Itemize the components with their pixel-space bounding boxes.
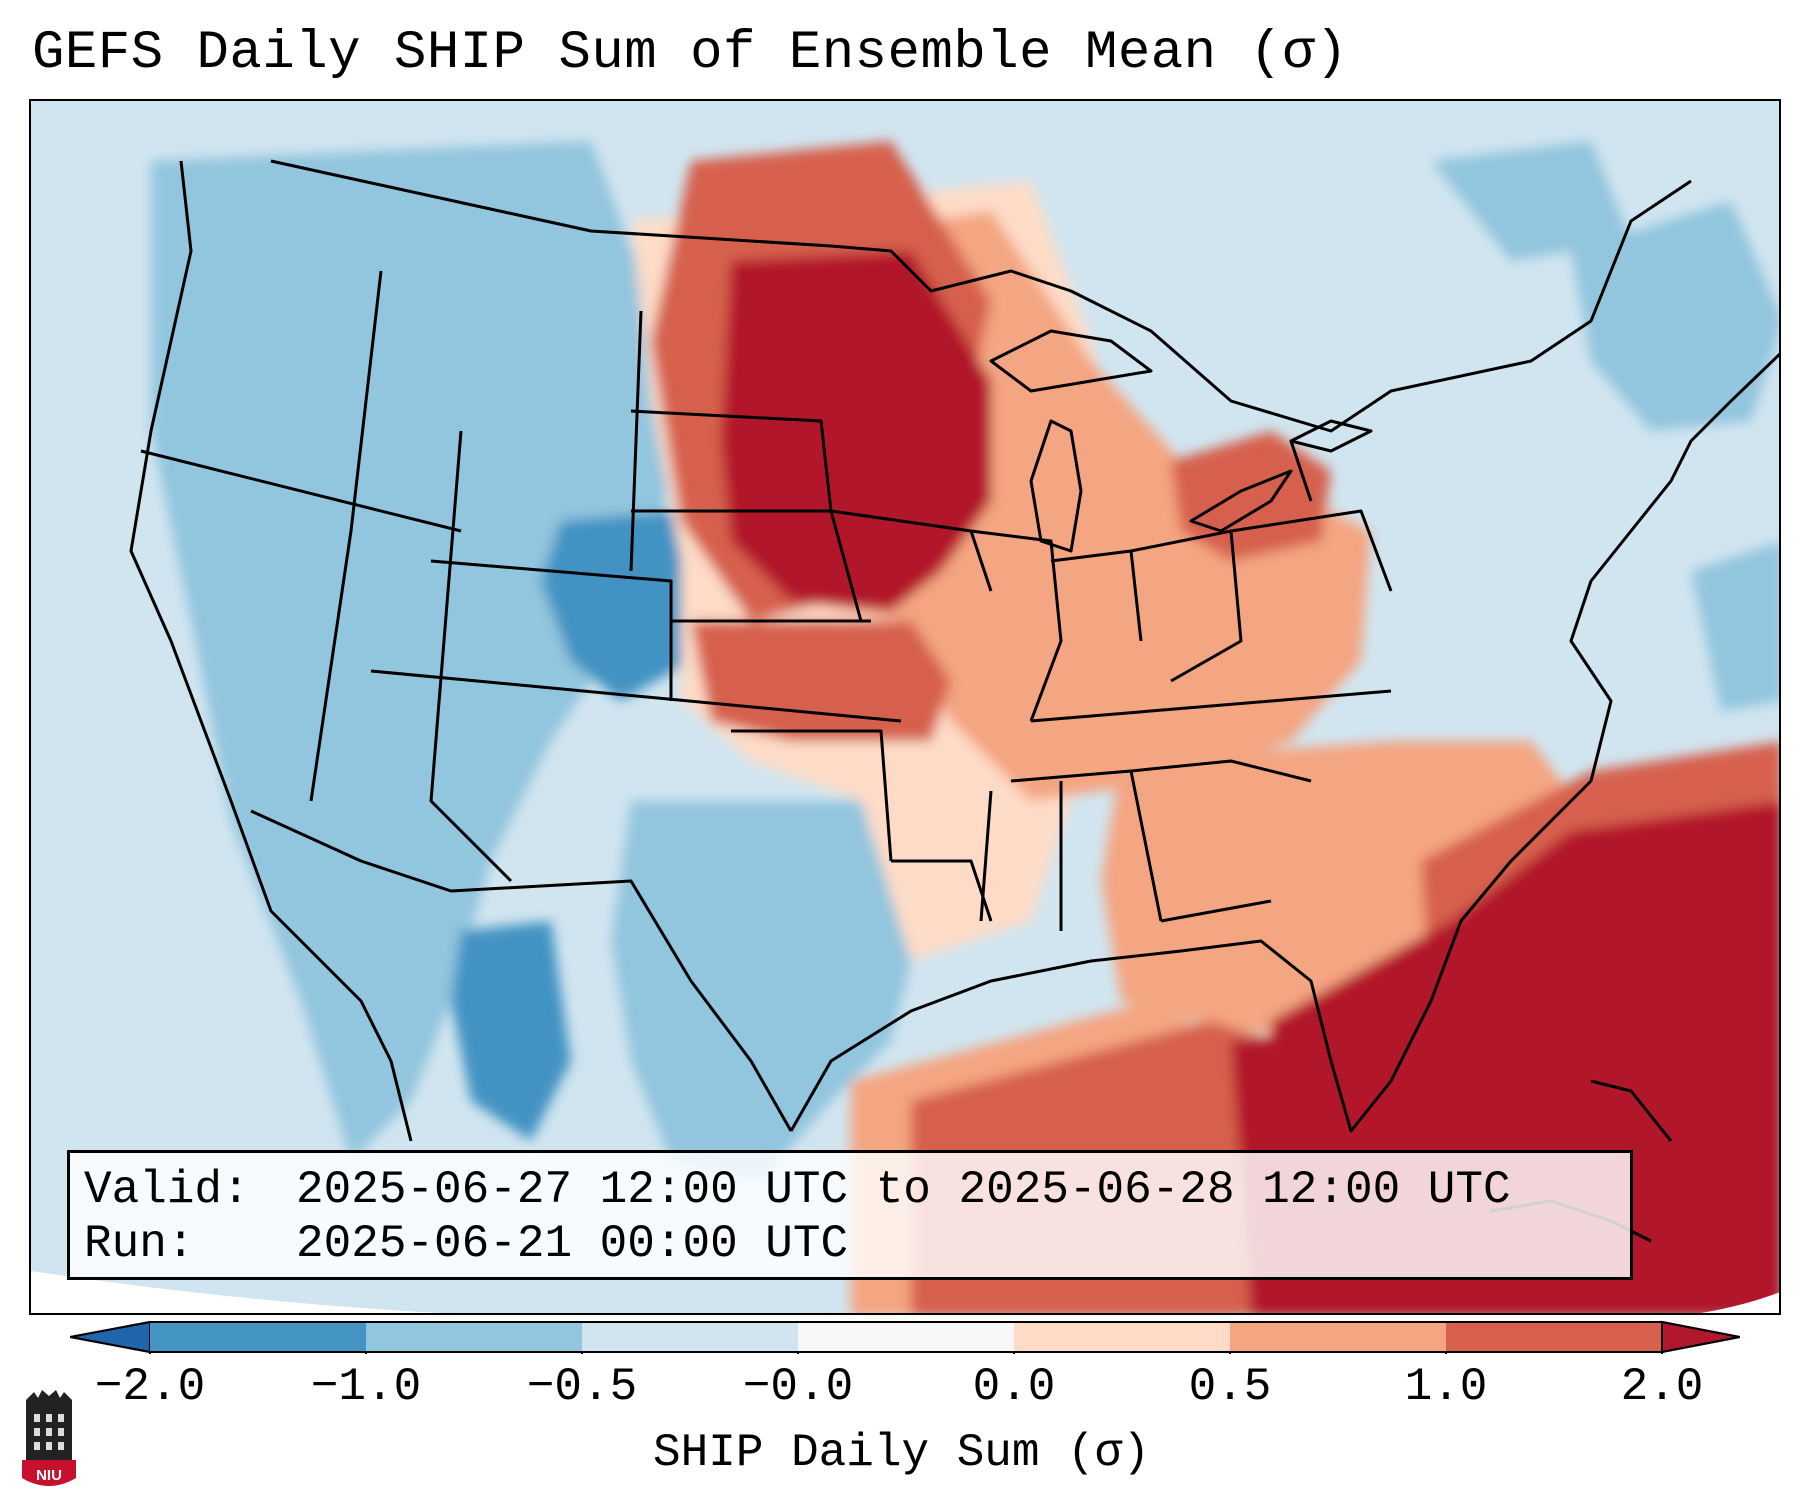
- border-us-mexico: [250, 809, 793, 1132]
- anomaly-map: [31, 101, 1779, 1313]
- chart-title: GEFS Daily SHIP Sum of Ensemble Mean (σ): [32, 23, 1349, 84]
- state-line-10: [731, 729, 893, 862]
- state-line-15: [1130, 529, 1243, 683]
- region-texas-negative: [611, 801, 921, 1181]
- region-pnw-negative: [181, 231, 391, 431]
- lake-ontario: [1289, 419, 1373, 453]
- valid-value: 2025-06-27 12:00 UTC to 2025-06-28 12:00…: [296, 1164, 1511, 1216]
- bahamas: [1590, 1079, 1673, 1142]
- state-borders: [129, 159, 1779, 1243]
- state-line-23: [1289, 440, 1313, 502]
- border-us-canada: [270, 159, 1692, 433]
- colorbar: [70, 1320, 1740, 1354]
- state-line-3: [429, 430, 513, 883]
- colorbar-below-min: [70, 1320, 151, 1354]
- colorbar-tick-label: −1.0: [310, 1361, 422, 1413]
- colorbar-tick-label: 2.0: [1620, 1361, 1704, 1413]
- colorbar-tick-label: −2.0: [94, 1361, 206, 1413]
- coastline-east: [1569, 352, 1779, 782]
- colorbar-tick-label: 0.5: [1188, 1361, 1272, 1413]
- lake-erie: [1189, 469, 1293, 533]
- valid-label: Valid:: [84, 1164, 250, 1216]
- colorbar-bin-7: [1446, 1322, 1662, 1352]
- projection-mask-right: [1701, 1292, 1779, 1313]
- colorbar-bin-3: [582, 1322, 798, 1352]
- region-northern-plains-max: [721, 251, 991, 611]
- lake-michigan: [1029, 419, 1083, 553]
- map-panel: [29, 99, 1781, 1315]
- coastline-gulf: [789, 779, 1593, 1133]
- state-line-1: [140, 449, 462, 533]
- state-line-17: [1030, 689, 1392, 723]
- region-colorado-strong-negative: [541, 511, 701, 701]
- colorbar-bin-1: [150, 1322, 366, 1352]
- lake-superior: [989, 329, 1153, 393]
- state-line-16: [1230, 509, 1393, 592]
- region-kansas-strong-positive: [691, 621, 951, 741]
- state-line-2: [309, 270, 383, 802]
- run-label: Run:: [84, 1218, 195, 1270]
- coastline-west: [129, 160, 413, 1142]
- region-mexico-strong-negative: [451, 921, 571, 1141]
- logo-text: NIU: [36, 1467, 62, 1484]
- state-line-6: [629, 310, 643, 572]
- logo-shield: [22, 1460, 76, 1486]
- colorbar-tick-label: −0.0: [742, 1361, 854, 1413]
- state-line-7: [630, 409, 833, 512]
- state-line-21: [1129, 770, 1163, 922]
- region-canada-negative: [1431, 141, 1631, 261]
- colorbar-bin-4: [798, 1322, 1014, 1352]
- projection-mask-left: [31, 1271, 441, 1313]
- region-atlantic-negative: [1691, 542, 1779, 711]
- colorbar-tick-label: 1.0: [1404, 1361, 1488, 1413]
- state-line-18: [1010, 759, 1312, 783]
- state-line-5: [370, 669, 902, 723]
- state-line-11: [891, 859, 993, 922]
- state-line-4: [430, 559, 673, 701]
- colorbar-above-max: [1661, 1320, 1740, 1354]
- validity-info-box: Valid: 2025-06-27 12:00 UTC to 2025-06-28…: [67, 1150, 1633, 1280]
- state-line-22: [1160, 899, 1272, 923]
- region-newengland-negative: [1571, 201, 1779, 431]
- colorbar-bin-5: [1014, 1322, 1230, 1352]
- state-line-19: [979, 790, 993, 922]
- colorbar-tick-label: 0.0: [972, 1361, 1056, 1413]
- colorbar-bin-6: [1230, 1322, 1446, 1352]
- state-line-13: [970, 529, 1063, 722]
- colorbar-bin-2: [366, 1322, 582, 1352]
- niu-logo: NIU: [22, 1390, 76, 1486]
- colorbar-tick-marks: [149, 1352, 1663, 1354]
- colorbar-label: SHIP Daily Sum (σ): [653, 1427, 1150, 1479]
- run-value: 2025-06-21 00:00 UTC: [296, 1218, 849, 1270]
- colorbar-tick-label: −0.5: [526, 1361, 638, 1413]
